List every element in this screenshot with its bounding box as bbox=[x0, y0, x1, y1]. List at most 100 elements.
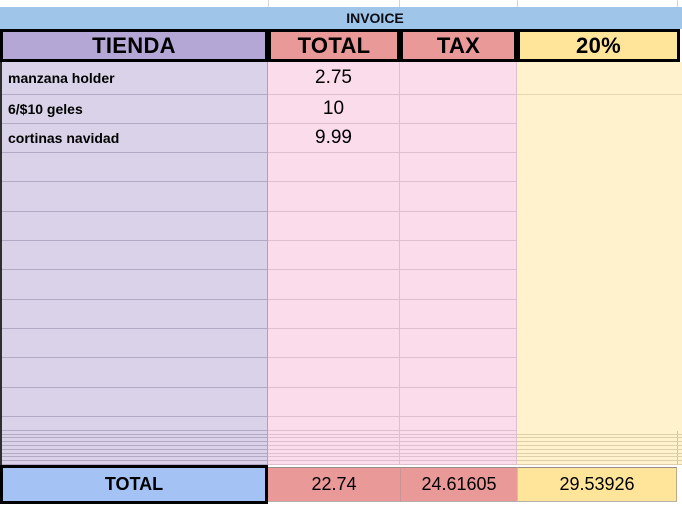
cell[interactable] bbox=[2, 182, 268, 212]
cell[interactable] bbox=[268, 387, 400, 417]
cell[interactable] bbox=[2, 457, 268, 462]
cell[interactable] bbox=[400, 387, 517, 417]
cell[interactable] bbox=[517, 461, 682, 465]
cell[interactable] bbox=[268, 416, 400, 431]
cell[interactable] bbox=[268, 358, 400, 388]
cell[interactable] bbox=[517, 453, 682, 458]
cell[interactable] bbox=[268, 153, 400, 183]
cell[interactable] bbox=[517, 240, 682, 271]
cell[interactable] bbox=[517, 182, 682, 212]
cell-tienda[interactable]: manzana holder bbox=[2, 62, 268, 95]
cell[interactable] bbox=[517, 430, 682, 435]
cell[interactable] bbox=[268, 299, 400, 329]
totals-label-cell[interactable]: TOTAL bbox=[0, 465, 268, 504]
header-cell-total[interactable]: TOTAL bbox=[268, 29, 400, 62]
cell[interactable] bbox=[517, 416, 682, 431]
cell[interactable] bbox=[2, 430, 268, 435]
cell[interactable] bbox=[268, 438, 400, 443]
cell[interactable] bbox=[2, 446, 268, 450]
cell-tienda[interactable]: cortinas navidad bbox=[2, 124, 268, 153]
cell[interactable] bbox=[400, 446, 517, 450]
cell[interactable] bbox=[400, 449, 517, 454]
cell[interactable] bbox=[2, 442, 268, 447]
cell[interactable] bbox=[517, 438, 682, 443]
cell[interactable] bbox=[268, 182, 400, 212]
cell[interactable] bbox=[268, 240, 400, 271]
cell[interactable] bbox=[517, 270, 682, 300]
cell-20pct[interactable] bbox=[517, 95, 682, 124]
cell-tax[interactable] bbox=[400, 95, 517, 124]
totals-20pct-cell[interactable]: 29.53926 bbox=[517, 467, 677, 502]
cell[interactable] bbox=[517, 442, 682, 447]
cell[interactable] bbox=[400, 438, 517, 443]
cell[interactable] bbox=[517, 457, 682, 462]
cell[interactable] bbox=[268, 434, 400, 439]
cell[interactable] bbox=[400, 453, 517, 458]
cell[interactable] bbox=[517, 387, 682, 417]
cell[interactable] bbox=[268, 430, 400, 435]
cell-20pct[interactable] bbox=[517, 124, 682, 153]
cell[interactable] bbox=[268, 457, 400, 462]
totals-tax-cell[interactable]: 24.61605 bbox=[400, 467, 517, 502]
cell[interactable] bbox=[400, 430, 517, 435]
cell-total[interactable]: 10 bbox=[268, 95, 400, 124]
cell[interactable] bbox=[400, 182, 517, 212]
cell[interactable] bbox=[400, 442, 517, 447]
cell[interactable] bbox=[517, 434, 682, 439]
cell[interactable] bbox=[268, 442, 400, 447]
cell[interactable] bbox=[400, 299, 517, 329]
cell[interactable] bbox=[400, 153, 517, 183]
cell[interactable] bbox=[400, 270, 517, 300]
cell[interactable] bbox=[2, 438, 268, 443]
cell[interactable] bbox=[400, 328, 517, 359]
cell[interactable] bbox=[2, 434, 268, 439]
cell[interactable] bbox=[268, 328, 400, 359]
header-cell-tienda[interactable]: TIENDA bbox=[0, 29, 268, 62]
cell-tax[interactable] bbox=[400, 124, 517, 153]
cell[interactable] bbox=[400, 457, 517, 462]
cell-total[interactable]: 2.75 bbox=[268, 62, 400, 95]
cell[interactable] bbox=[517, 328, 682, 359]
cell-tax[interactable] bbox=[400, 62, 517, 95]
cell[interactable] bbox=[517, 449, 682, 454]
cell[interactable] bbox=[517, 299, 682, 329]
cell[interactable] bbox=[2, 449, 268, 454]
cell[interactable] bbox=[2, 211, 268, 241]
cell[interactable] bbox=[517, 153, 682, 183]
invoice-title-cell[interactable]: INVOICE bbox=[0, 7, 682, 29]
cell[interactable] bbox=[2, 416, 268, 431]
cell-tienda[interactable]: 6/$10 geles bbox=[2, 95, 268, 124]
cell[interactable] bbox=[517, 358, 682, 388]
cell[interactable] bbox=[2, 387, 268, 417]
cell-total[interactable]: 9.99 bbox=[268, 124, 400, 153]
cell[interactable] bbox=[517, 211, 682, 241]
cell[interactable] bbox=[400, 211, 517, 241]
cell[interactable] bbox=[2, 358, 268, 388]
cell[interactable] bbox=[2, 453, 268, 458]
cell[interactable] bbox=[2, 153, 268, 183]
cell-20pct[interactable] bbox=[517, 62, 682, 95]
cell[interactable] bbox=[268, 453, 400, 458]
header-cell-20pct[interactable]: 20% bbox=[517, 29, 680, 62]
cell[interactable] bbox=[2, 461, 268, 465]
cell[interactable] bbox=[400, 461, 517, 465]
cell[interactable] bbox=[268, 449, 400, 454]
thin-empty-row bbox=[2, 461, 682, 465]
cell[interactable] bbox=[400, 240, 517, 271]
cell[interactable] bbox=[2, 240, 268, 271]
cell[interactable] bbox=[2, 299, 268, 329]
cell[interactable] bbox=[517, 446, 682, 450]
cell[interactable] bbox=[2, 328, 268, 359]
cell[interactable] bbox=[2, 270, 268, 300]
cell[interactable] bbox=[400, 416, 517, 431]
cell[interactable] bbox=[268, 446, 400, 450]
header-cell-tax[interactable]: TAX bbox=[400, 29, 517, 62]
cell[interactable] bbox=[268, 211, 400, 241]
thin-empty-row bbox=[2, 449, 682, 454]
cell[interactable] bbox=[400, 358, 517, 388]
cell[interactable] bbox=[268, 461, 400, 465]
short-empty-row bbox=[2, 416, 682, 431]
cell[interactable] bbox=[400, 434, 517, 439]
cell[interactable] bbox=[268, 270, 400, 300]
totals-total-cell[interactable]: 22.74 bbox=[268, 467, 400, 502]
